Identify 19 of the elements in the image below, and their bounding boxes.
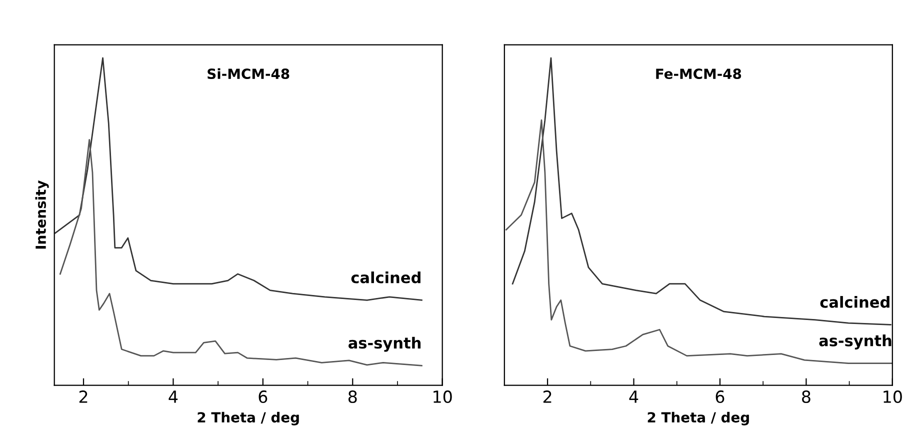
text: Fe-MCM-48: [656, 68, 742, 80]
x-tick-label: 10: [434, 390, 452, 404]
x-axis-title: 2 Theta / deg: [198, 412, 299, 426]
series-label: calcined: [351, 271, 420, 284]
x-tick-label: 2: [543, 390, 552, 403]
x-tick-label: 4: [629, 390, 638, 403]
x-tick-label: 8: [348, 390, 357, 404]
x-tick-label: 8: [802, 390, 810, 404]
series-label: as-synth: [348, 336, 421, 352]
y-axis-title: Intensity: [35, 180, 49, 249]
x-tick-label: 6: [716, 390, 724, 404]
x-tick-label: 4: [168, 390, 178, 403]
text: Si-MCM-48: [208, 68, 290, 80]
x-tick-label: 10: [884, 390, 902, 404]
series-label: as-synth: [819, 334, 892, 350]
x-tick-label: 6: [258, 390, 268, 404]
x-tick-label: 2: [79, 390, 88, 403]
x-axis-title: 2 Theta / deg: [648, 412, 749, 426]
series-label: calcined: [820, 296, 890, 308]
